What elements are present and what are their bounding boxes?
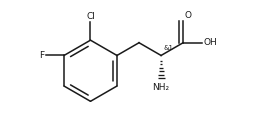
Text: NH₂: NH₂ xyxy=(152,83,170,92)
Text: O: O xyxy=(185,11,192,20)
Text: &1: &1 xyxy=(163,45,173,51)
Text: F: F xyxy=(39,51,44,60)
Text: Cl: Cl xyxy=(86,12,95,21)
Text: OH: OH xyxy=(203,38,217,47)
